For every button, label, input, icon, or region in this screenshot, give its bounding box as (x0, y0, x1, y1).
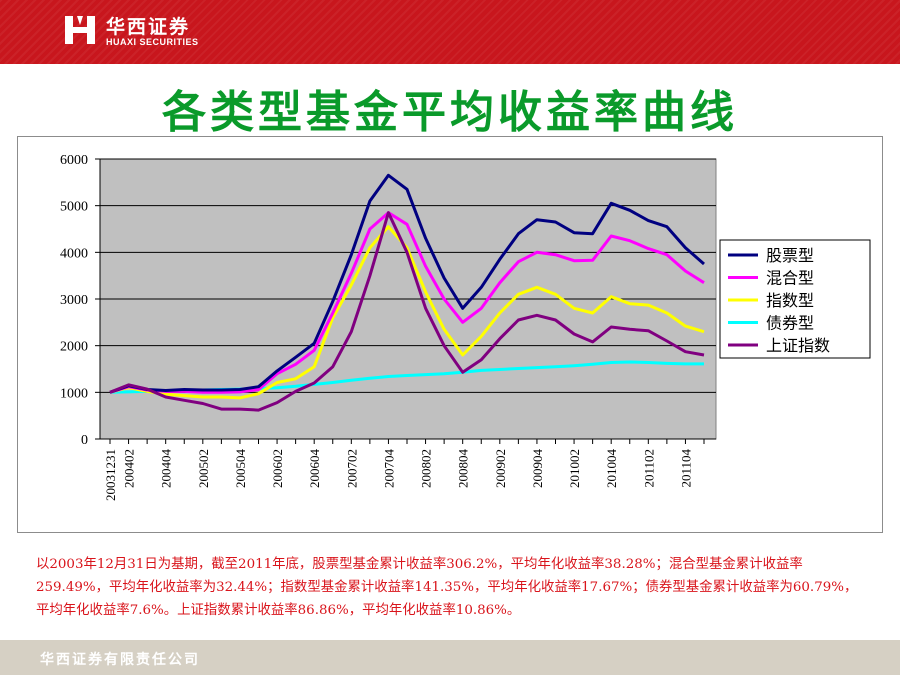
logo-english-text: HUAXI SECURITIES (106, 37, 199, 47)
x-tick-label: 200802 (419, 449, 434, 488)
footer-bar: 华西证券有限责任公司 (0, 640, 900, 675)
series-line-5 (109, 211, 705, 412)
legend-label: 债券型 (766, 314, 814, 333)
summary-note: 以2003年12月31日为基期，截至2011年底，股票型基金累计收益率306.2… (36, 557, 858, 618)
x-tick-label: 200604 (307, 449, 322, 489)
y-tick-label: 6000 (60, 153, 88, 168)
x-tick-label: 200502 (196, 449, 211, 488)
legend-label: 指数型 (766, 291, 814, 310)
x-tick-label: 200702 (344, 449, 359, 488)
x-tick-label: 200904 (530, 449, 545, 489)
y-tick-label: 2000 (60, 340, 88, 355)
x-tick-label: 200402 (122, 449, 137, 488)
logo-mark-icon (65, 16, 95, 44)
x-tick-label: 201102 (641, 449, 656, 488)
x-tick-label: 200804 (456, 449, 471, 489)
y-tick-label: 3000 (60, 293, 88, 308)
x-tick-label: 200404 (159, 449, 174, 489)
x-tick-label: 20031231 (103, 449, 118, 501)
y-tick-label: 4000 (60, 246, 88, 261)
series-line-2 (109, 211, 705, 394)
legend-label: 混合型 (766, 269, 814, 288)
footer-company-name: 华西证券有限责任公司 (40, 652, 200, 668)
header-banner: 华西证券 HUAXI SECURITIES (0, 0, 900, 64)
series-line-3 (109, 225, 705, 400)
chart-frame: 0 1000 2000 3000 4000 5000 6000 20031231 200402 2… (17, 136, 883, 533)
y-tick-label: 0 (81, 433, 88, 448)
x-tick-label: 201104 (678, 449, 693, 488)
legend-label: 上证指数 (766, 336, 830, 355)
x-tick-label: 200902 (493, 449, 508, 488)
legend-label: 股票型 (766, 246, 814, 265)
x-tick-label: 201004 (604, 449, 619, 489)
series-line-1 (109, 173, 705, 394)
slide-title: 各类型基金平均收益率曲线 (162, 87, 738, 138)
line-chart: 0 1000 2000 3000 4000 5000 6000 20031231 200402 2… (60, 153, 871, 501)
logo-chinese-text: 华西证券 (106, 16, 191, 38)
x-tick-label: 200602 (270, 449, 285, 488)
x-tick-label: 200704 (381, 449, 396, 489)
y-tick-label: 1000 (60, 386, 88, 401)
x-tick-label: 201002 (567, 449, 582, 488)
y-tick-label: 5000 (60, 200, 88, 215)
x-tick-label: 200504 (233, 449, 248, 489)
company-logo: 华西证券 HUAXI SECURITIES (62, 10, 222, 54)
